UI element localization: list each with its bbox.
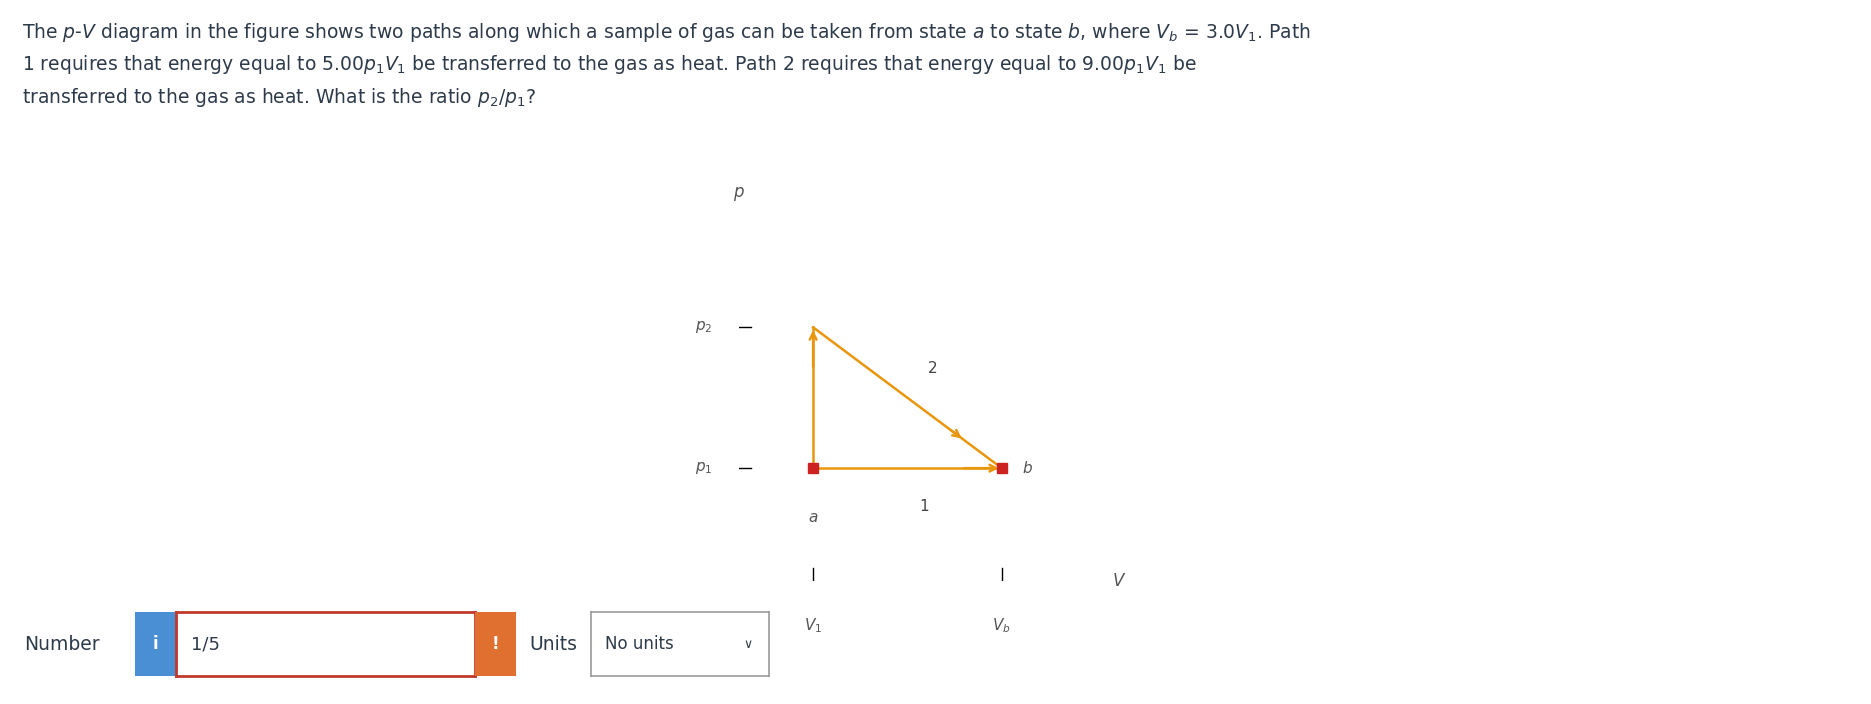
Text: No units: No units xyxy=(606,635,674,653)
Text: $p_2$: $p_2$ xyxy=(694,320,713,335)
Text: $a$: $a$ xyxy=(808,510,818,525)
Text: The $p$-$V$ diagram in the figure shows two paths along which a sample of gas ca: The $p$-$V$ diagram in the figure shows … xyxy=(22,21,1312,109)
Text: Number: Number xyxy=(24,635,99,653)
Text: $p$: $p$ xyxy=(733,184,745,203)
Text: 1: 1 xyxy=(919,499,930,515)
Text: !: ! xyxy=(492,635,500,653)
Text: $V$: $V$ xyxy=(1113,572,1126,590)
Text: ∨: ∨ xyxy=(743,638,752,650)
Text: $V_b$: $V_b$ xyxy=(992,616,1010,635)
Text: i: i xyxy=(152,635,159,653)
Text: 2: 2 xyxy=(928,361,937,377)
Text: Units: Units xyxy=(529,635,578,653)
Text: $V_1$: $V_1$ xyxy=(805,616,821,635)
Text: $b$: $b$ xyxy=(1022,460,1033,476)
Text: 1/5: 1/5 xyxy=(191,635,219,653)
Text: $p_1$: $p_1$ xyxy=(694,460,713,476)
